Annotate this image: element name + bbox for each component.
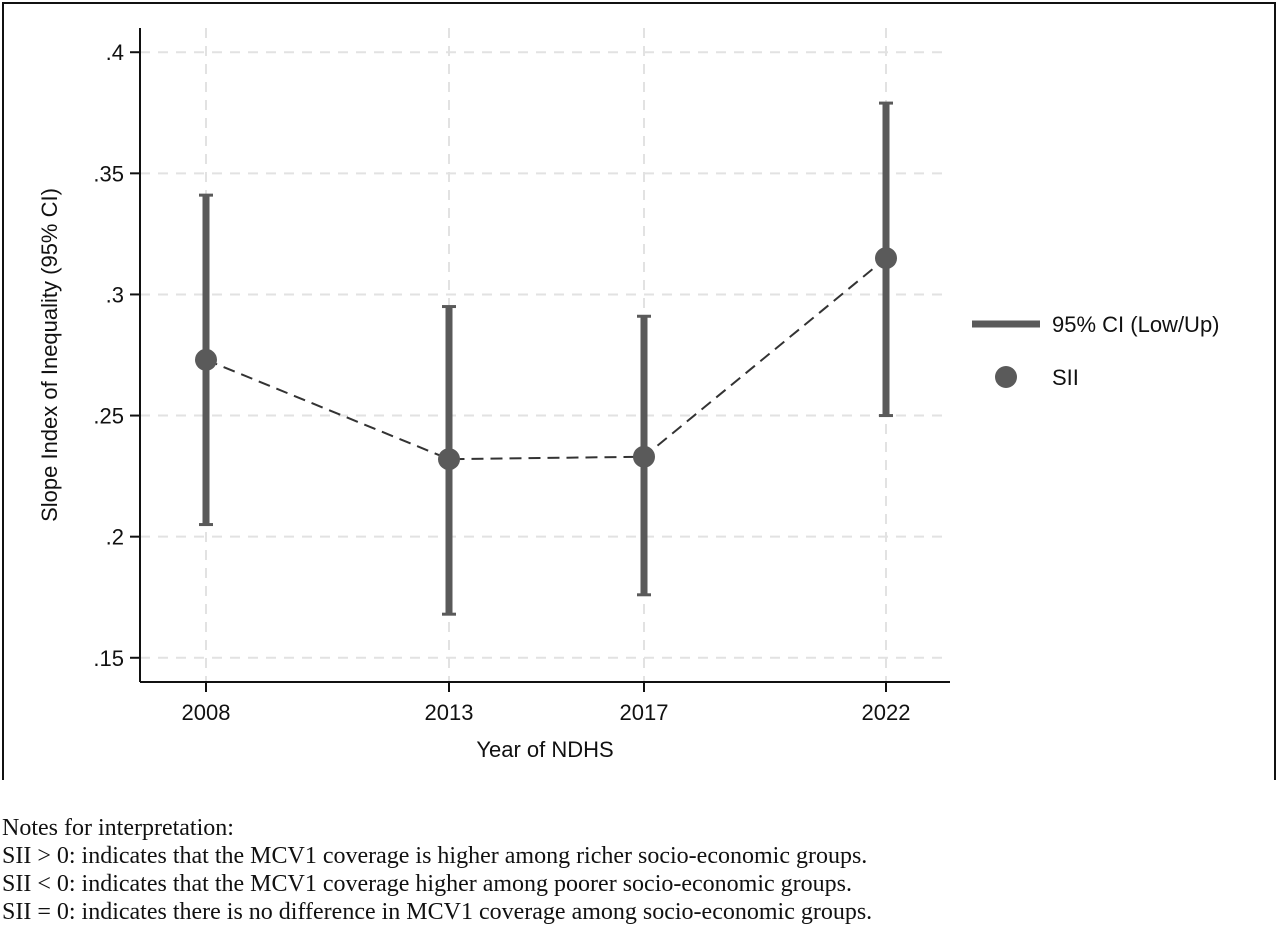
y-tick-label: .3: [106, 282, 124, 307]
legend-ci-label: 95% CI (Low/Up): [1052, 312, 1220, 337]
grid: [140, 28, 950, 682]
x-tick-label: 2017: [620, 700, 669, 725]
x-tick-label: 2008: [182, 700, 231, 725]
chart-frame: [2, 2, 1276, 780]
y-tick-label: .4: [106, 40, 124, 65]
y-tick-label: .2: [106, 525, 124, 550]
sii-point: [438, 448, 460, 471]
sii-dashed-line: [205, 257, 887, 461]
sii-point: [875, 247, 897, 270]
sii-chart: .15 .2 .25 .3 .35 .4 2008 2013 2017 2022 Year of …: [37, 28, 1220, 762]
sii-point: [195, 348, 217, 371]
y-tick-label: .25: [93, 404, 124, 429]
chart-marks: [195, 101, 897, 616]
legend-sii-label: SII: [1052, 365, 1079, 390]
notes-heading: Notes for interpretation:: [2, 815, 234, 841]
notes-line-zero: SII = 0: indicates there is no differenc…: [2, 899, 873, 925]
notes-line-positive: SII > 0: indicates that the MCV1 coverag…: [2, 843, 868, 869]
interpretation-notes: Notes for interpretation: SII > 0: indic…: [2, 814, 1272, 926]
x-axis-title: Year of NDHS: [476, 737, 613, 762]
sii-point: [633, 445, 655, 468]
y-tick-label: .15: [93, 646, 124, 671]
x-tick-label: 2013: [425, 700, 474, 725]
axes: .15 .2 .25 .3 .35 .4 2008 2013 2017 2022: [93, 28, 950, 725]
y-axis-title: Slope Index of Inequality (95% CI): [37, 188, 62, 522]
notes-line-negative: SII < 0: indicates that the MCV1 coverag…: [2, 871, 852, 897]
legend: 95% CI (Low/Up) SII: [972, 312, 1220, 390]
x-tick-label: 2022: [862, 700, 911, 725]
legend-sii-swatch: [995, 366, 1017, 388]
y-tick-label: .35: [93, 161, 124, 186]
